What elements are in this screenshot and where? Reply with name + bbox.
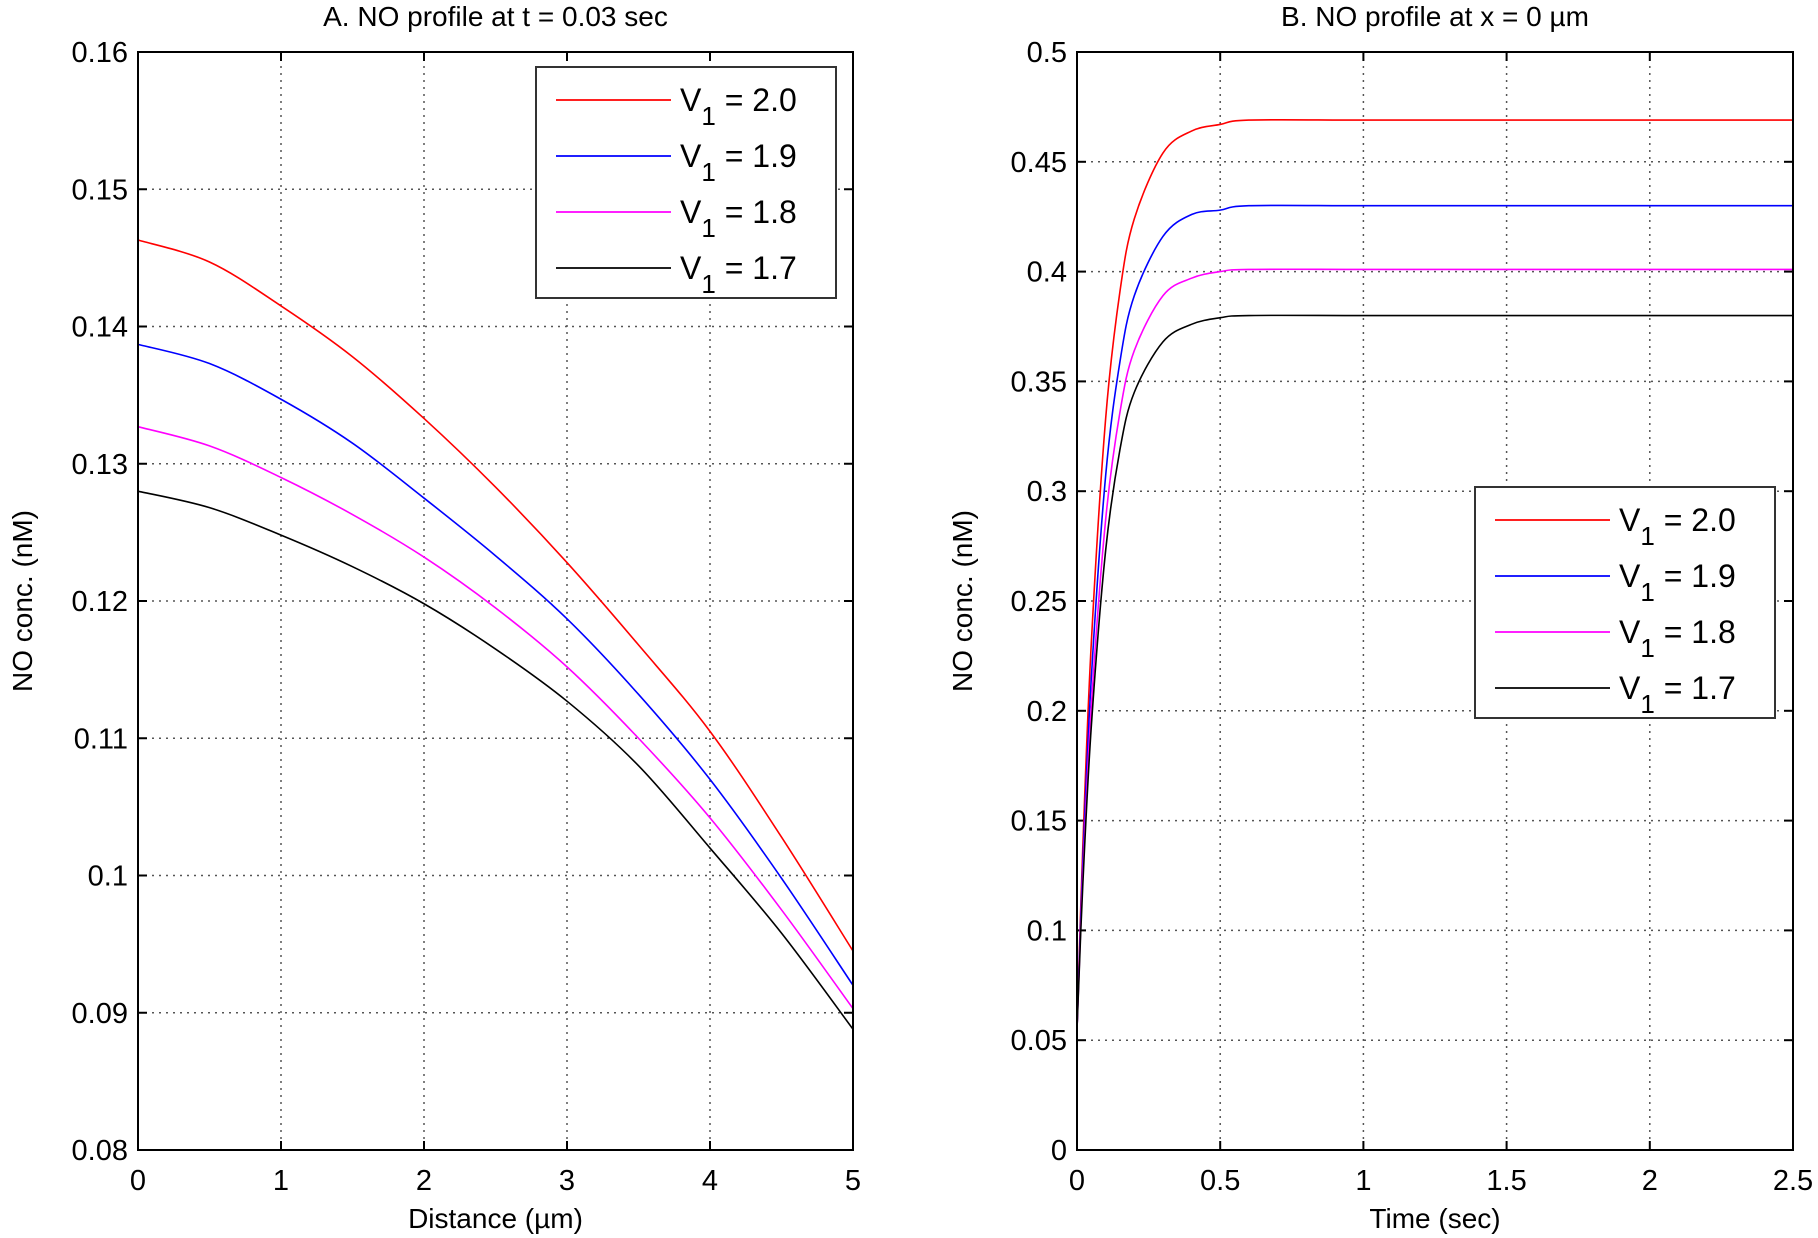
y-tick-label: 0.5	[1027, 37, 1067, 69]
legend-item: V1 = 1.8	[556, 194, 797, 243]
y-tick-label: 0.15	[1011, 806, 1067, 838]
series-line-v1-1-7	[1076, 314, 1793, 1030]
y-tick-label: 0.12	[72, 586, 128, 618]
x-tick-label: 0	[1069, 1165, 1085, 1197]
x-tick-label: 2	[1642, 1165, 1658, 1197]
panel-b: 0 0.5 1 1.5 2 2.5 0 0.05 0.1 0.15 0.2 0.25 0.3 0.35 0.…	[947, 1, 1813, 1234]
y-axis-label: NO conc. (nM)	[947, 510, 978, 692]
legend-label: V1 = 1.8	[1619, 614, 1736, 663]
x-tick-label: 2.5	[1773, 1165, 1813, 1197]
legend-item: V1 = 1.8	[1495, 614, 1736, 663]
y-tick-label: 0.09	[72, 998, 128, 1030]
legend-label: V1 = 1.8	[680, 194, 797, 243]
legend-box	[1474, 486, 1776, 719]
y-tick-label: 0.11	[74, 723, 128, 755]
legend: V1 = 2.0 V1 = 1.9 V1 = 1.8 V1 = 1.7	[1474, 486, 1776, 719]
series-line-v1-2-0	[1076, 118, 1793, 1030]
y-tick-label: 0.45	[1011, 147, 1067, 179]
y-tick-label: 0.05	[1011, 1025, 1067, 1057]
legend-label: V1 = 2.0	[680, 82, 797, 131]
y-tick-label: 0.14	[72, 312, 128, 344]
series-line-v1-1-8	[1076, 268, 1794, 1030]
axes-frame	[1076, 51, 1794, 1151]
legend-label: V1 = 2.0	[1619, 502, 1736, 551]
y-tick-label: 0.13	[72, 449, 128, 481]
x-tick-label: 4	[702, 1165, 718, 1197]
x-tick-label: 3	[559, 1165, 575, 1197]
chart-title: B. NO profile at x = 0 µm	[1281, 1, 1589, 32]
y-tick-label: 0.1	[1027, 915, 1067, 947]
x-tick-label: 0.5	[1200, 1165, 1240, 1197]
legend-item: V1 = 1.9	[556, 138, 797, 187]
legend-item: V1 = 2.0	[1495, 502, 1736, 551]
legend: V1 = 2.0 V1 = 1.9 V1 = 1.8 V1 = 1.7	[535, 66, 837, 299]
y-tick-label: 0.1	[88, 861, 128, 893]
x-tick-label: 1	[1355, 1165, 1371, 1197]
y-tick-label: 0.08	[72, 1135, 128, 1167]
legend-item: V1 = 1.9	[1495, 558, 1736, 607]
series-line-v1-1-8	[137, 425, 854, 1010]
chart-title: A. NO profile at t = 0.03 sec	[323, 1, 668, 32]
x-tick-label: 2	[416, 1165, 432, 1197]
y-tick-label: 0.25	[1011, 586, 1067, 618]
x-tick-label: 0	[130, 1165, 146, 1197]
legend-item: V1 = 1.7	[1495, 670, 1736, 719]
y-tick-label: 0.35	[1011, 366, 1067, 398]
y-tick-label: 0.4	[1027, 257, 1067, 289]
y-tick-label: 0.3	[1027, 476, 1067, 508]
x-tick-label: 1.5	[1486, 1165, 1526, 1197]
series-line-v1-1-7	[137, 490, 854, 1030]
series-line-v1-1-9	[1076, 204, 1793, 1030]
panel-a: 0 1 2 3 4 5 0.08 0.09 0.1 0.11 0.12 0.13 0.14 0.15 0.1…	[7, 1, 861, 1234]
y-axis-label: NO conc. (nM)	[7, 510, 38, 692]
y-tick-label: 0.15	[72, 174, 128, 206]
y-tick-label: 0.2	[1027, 696, 1067, 728]
x-tick-label: 1	[273, 1165, 289, 1197]
legend-label: V1 = 1.9	[680, 138, 797, 187]
legend-label: V1 = 1.7	[680, 250, 797, 299]
legend-item: V1 = 1.7	[556, 250, 797, 299]
legend-box	[535, 66, 837, 299]
legend-item: V1 = 2.0	[556, 82, 797, 131]
y-tick-label: 0	[1051, 1135, 1067, 1167]
axes-frame	[137, 51, 854, 1151]
x-tick-label: 5	[845, 1165, 861, 1197]
x-axis-label: Distance (µm)	[408, 1203, 583, 1234]
y-tick-label: 0.16	[72, 37, 128, 69]
series-line-v1-1-9	[137, 343, 854, 986]
legend-label: V1 = 1.9	[1619, 558, 1736, 607]
x-axis-label: Time (sec)	[1369, 1203, 1500, 1234]
legend-label: V1 = 1.7	[1619, 670, 1736, 719]
series-line-v1-2-0	[137, 239, 854, 952]
